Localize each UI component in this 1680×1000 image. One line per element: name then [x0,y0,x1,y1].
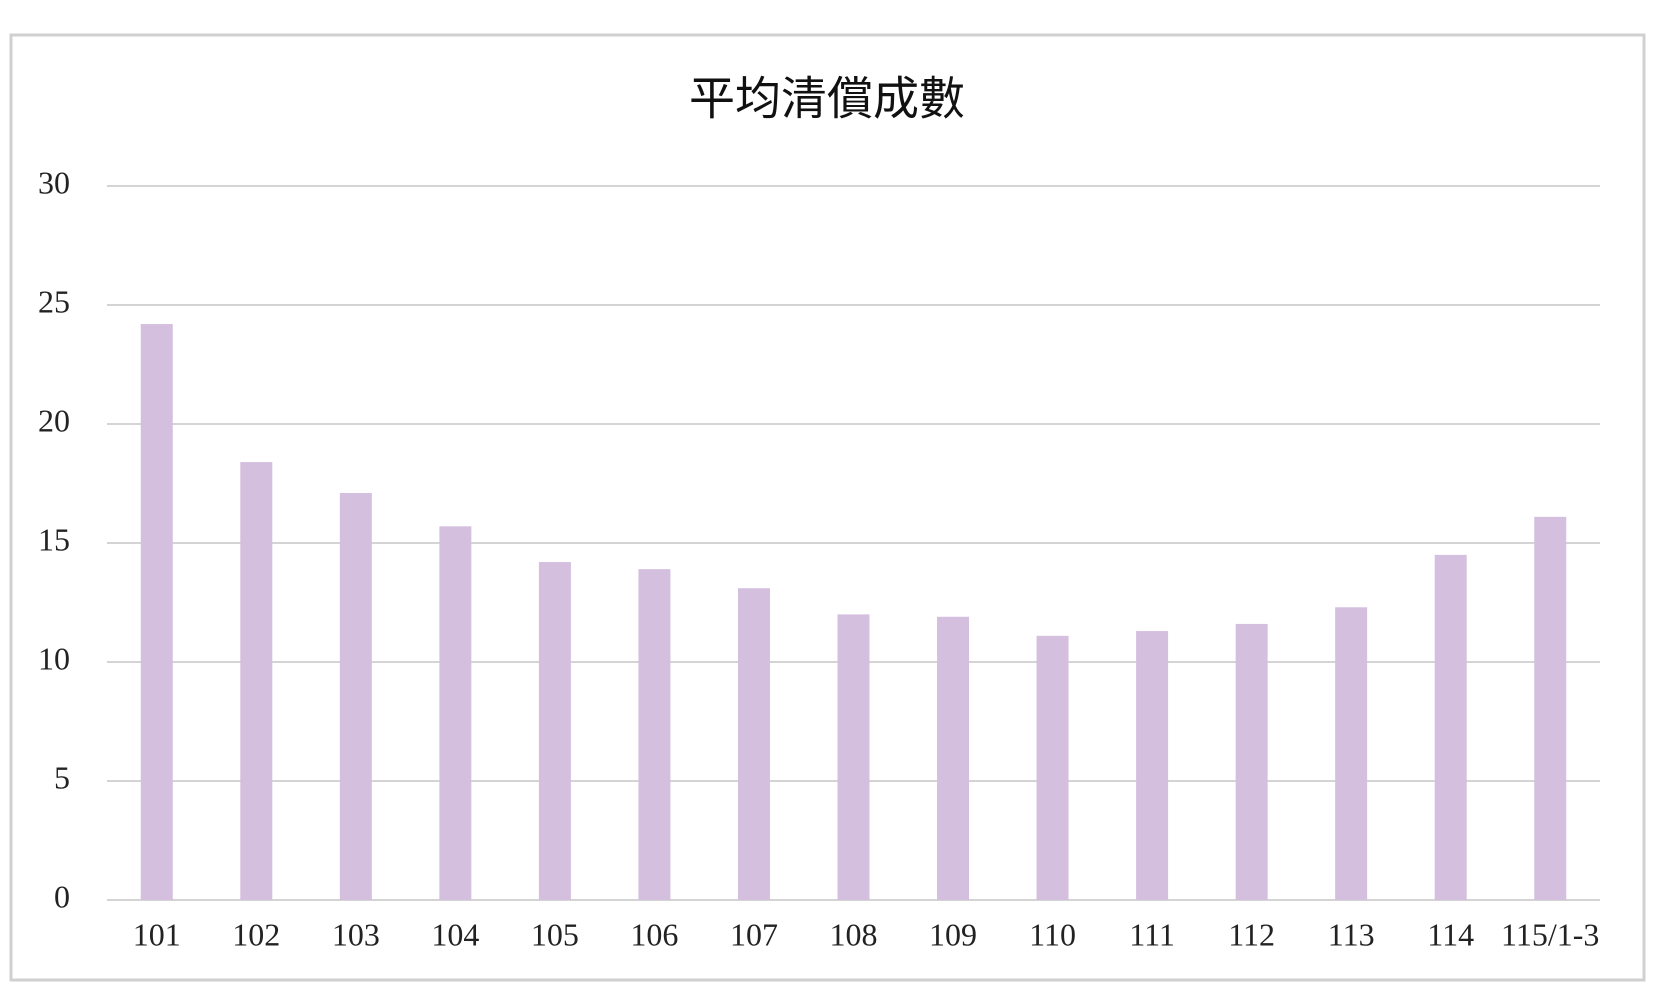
x-tick-label: 105 [531,916,579,952]
x-tick-label: 114 [1427,916,1474,952]
bar [1036,635,1069,900]
bar [439,526,472,900]
bar [638,569,671,900]
bar [1534,516,1567,900]
y-tick-label: 20 [38,402,70,438]
x-tick-label: 115/1-3 [1501,916,1599,952]
y-tick-label: 0 [54,878,70,914]
bar [1136,631,1169,900]
x-tick-label: 109 [929,916,977,952]
bar [1434,554,1467,900]
x-tick-label: 112 [1228,916,1275,952]
y-tick-label: 25 [38,283,70,319]
bar [1235,623,1268,900]
bar [737,588,770,900]
bar [937,616,970,900]
chart-title: 平均清償成數 [689,72,965,126]
y-tick-label: 15 [38,521,70,557]
x-tick-label: 113 [1328,916,1375,952]
bar [837,614,870,900]
y-tick-label: 10 [38,640,70,676]
bar [240,462,273,900]
y-tick-label: 30 [38,164,70,200]
x-tick-label: 110 [1029,916,1076,952]
x-tick-label: 111 [1129,916,1175,952]
bar [538,562,571,900]
x-tick-label: 108 [830,916,878,952]
x-tick-label: 101 [133,916,181,952]
chart-border [9,33,1646,982]
bar [140,324,173,900]
y-tick-label: 5 [54,759,70,795]
x-tick-label: 104 [431,916,479,952]
bar [339,493,372,900]
bar [1335,607,1368,900]
x-tick-label: 103 [332,916,380,952]
x-tick-label: 102 [232,916,280,952]
x-tick-label: 106 [630,916,678,952]
x-tick-label: 107 [730,916,778,952]
